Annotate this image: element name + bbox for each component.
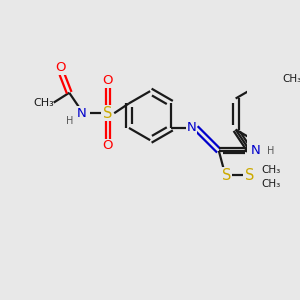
Text: N: N (251, 144, 260, 157)
Text: O: O (102, 140, 113, 152)
Text: H: H (267, 146, 274, 156)
Text: O: O (102, 74, 113, 87)
Text: CH₃: CH₃ (261, 178, 280, 188)
Text: CH₃: CH₃ (282, 74, 300, 84)
Text: CH₃: CH₃ (261, 165, 280, 176)
Text: N: N (76, 107, 86, 120)
Text: CH₃: CH₃ (34, 98, 54, 108)
Text: S: S (245, 168, 255, 183)
Text: S: S (103, 106, 112, 121)
Text: N: N (187, 122, 197, 134)
Text: S: S (222, 168, 232, 183)
Text: H: H (66, 116, 74, 126)
Text: O: O (55, 61, 65, 74)
